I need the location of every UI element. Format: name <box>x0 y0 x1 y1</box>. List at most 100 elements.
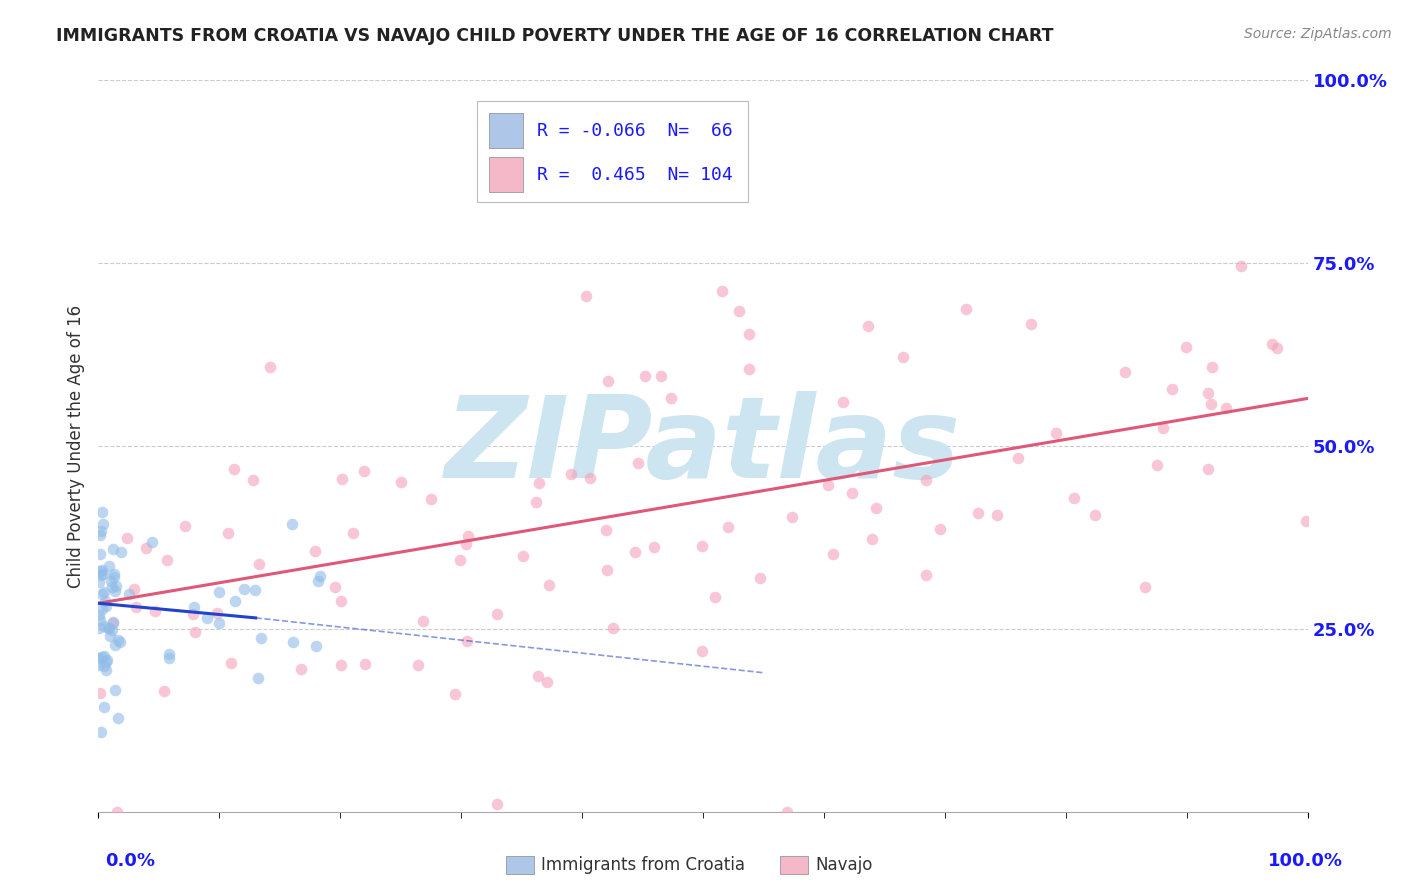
Point <box>104 579 127 593</box>
Point <box>891 350 914 364</box>
Point <box>87 574 110 589</box>
Point <box>93 699 115 714</box>
Point <box>181 607 204 621</box>
Text: 100.0%: 100.0% <box>1268 852 1343 870</box>
Point <box>110 544 132 558</box>
Point <box>1175 340 1198 354</box>
Point <box>89 613 111 627</box>
Point <box>1295 514 1317 528</box>
Point <box>627 456 650 470</box>
FancyBboxPatch shape <box>489 113 523 148</box>
Point <box>330 658 353 673</box>
Point <box>87 608 110 623</box>
Point <box>122 582 145 596</box>
Point <box>90 724 112 739</box>
Point <box>153 684 176 698</box>
Point <box>538 578 561 592</box>
Point <box>595 523 617 537</box>
Point <box>205 606 228 620</box>
Point <box>104 638 127 652</box>
Point <box>117 587 139 601</box>
Point <box>242 473 264 487</box>
Point <box>89 686 111 700</box>
Point <box>1230 259 1253 273</box>
Point <box>575 289 598 303</box>
Point <box>184 625 207 640</box>
Point <box>222 462 245 476</box>
Point <box>217 525 239 540</box>
Point <box>512 549 534 563</box>
Point <box>330 472 353 486</box>
Point <box>643 540 665 554</box>
Point <box>536 674 558 689</box>
Point <box>280 517 302 532</box>
Point <box>94 663 117 677</box>
Point <box>454 537 477 551</box>
Point <box>224 594 246 608</box>
Point <box>91 650 114 665</box>
Point <box>420 492 443 507</box>
Point <box>91 517 114 532</box>
Point <box>1114 365 1136 379</box>
Point <box>526 669 548 683</box>
Point <box>1084 508 1107 522</box>
Point <box>342 525 364 540</box>
Point <box>1007 450 1029 465</box>
Point <box>304 639 326 653</box>
Text: Navajo: Navajo <box>815 856 873 874</box>
Point <box>749 571 772 585</box>
Point <box>157 647 180 661</box>
Point <box>94 655 117 669</box>
Point <box>596 563 619 577</box>
Text: R = -0.066  N=  66: R = -0.066 N= 66 <box>537 121 733 140</box>
Point <box>728 303 751 318</box>
Point <box>1197 386 1219 401</box>
Point <box>117 531 139 545</box>
FancyBboxPatch shape <box>489 157 523 192</box>
Point <box>578 471 600 485</box>
Point <box>456 634 478 648</box>
Point <box>1045 426 1067 441</box>
Point <box>259 360 281 375</box>
Point <box>457 529 479 543</box>
Point <box>250 632 273 646</box>
Point <box>524 495 547 509</box>
Point <box>406 657 429 672</box>
Point <box>624 545 647 559</box>
Point <box>156 553 179 567</box>
Point <box>87 657 110 672</box>
Point <box>304 543 326 558</box>
Point <box>101 615 124 630</box>
Point <box>865 501 887 516</box>
Point <box>101 542 124 557</box>
Point <box>247 671 270 685</box>
Point <box>107 711 129 725</box>
Point <box>124 600 146 615</box>
Y-axis label: Child Poverty Under the Age of 16: Child Poverty Under the Age of 16 <box>66 304 84 588</box>
Point <box>596 374 619 388</box>
Point <box>91 566 114 581</box>
Point <box>634 369 657 384</box>
Point <box>1146 458 1168 472</box>
Point <box>1063 491 1085 505</box>
Point <box>860 533 883 547</box>
Point <box>1215 401 1237 415</box>
Point <box>928 522 950 536</box>
Point <box>710 284 733 298</box>
Point <box>856 319 879 334</box>
Point <box>602 621 624 635</box>
Point <box>101 623 124 637</box>
Point <box>103 567 125 582</box>
Text: ZIPatlas: ZIPatlas <box>444 391 962 501</box>
Point <box>93 659 115 673</box>
Point <box>823 547 845 561</box>
Point <box>389 475 412 490</box>
Point <box>841 485 863 500</box>
Point <box>1201 359 1223 374</box>
Point <box>97 559 120 574</box>
Point <box>967 506 990 520</box>
Point <box>486 607 509 622</box>
Point <box>1152 421 1174 435</box>
Point <box>323 580 346 594</box>
Point <box>100 574 122 588</box>
